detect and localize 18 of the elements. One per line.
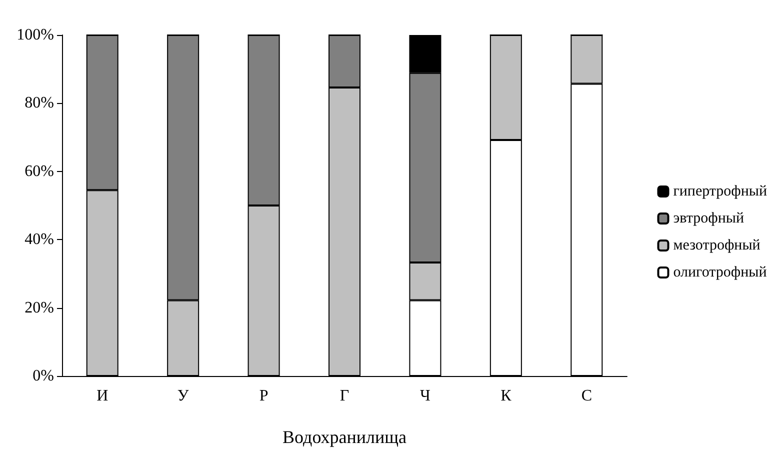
x-tick-label: Ч <box>420 388 430 404</box>
y-tick-label: 40% <box>24 231 54 248</box>
x-tick-label: Г <box>340 388 350 404</box>
x-tick-label: И <box>96 388 109 404</box>
x-tick-label: С <box>581 388 592 404</box>
y-tick-label: 80% <box>24 94 54 112</box>
legend-label: олиготрофный <box>673 264 767 280</box>
x-tick-label: Р <box>259 388 268 404</box>
x-tick-label: К <box>500 388 512 404</box>
y-tick-label: 100% <box>16 26 54 44</box>
y-tick-label: 0% <box>32 368 54 384</box>
y-tick-label: 20% <box>24 299 54 316</box>
x-axis-title: Водохранилища <box>282 427 406 447</box>
x-tick-label: У <box>177 388 190 404</box>
legend-label: мезотрофный <box>673 238 760 254</box>
legend-label: гипертрофный <box>673 184 768 200</box>
legend-label: эвтрофный <box>673 210 744 226</box>
y-tick-label: 60% <box>24 162 54 180</box>
